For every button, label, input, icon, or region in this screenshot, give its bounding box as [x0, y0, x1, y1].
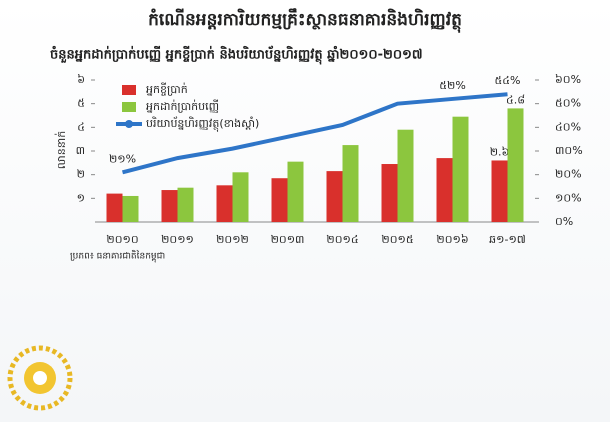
legend-swatch — [125, 120, 133, 128]
x-tick-label: ឆ១-១៧ — [489, 233, 526, 246]
x-tick-label: ២០១៥ — [381, 233, 413, 246]
x-tick-label: ២០១២ — [216, 233, 249, 246]
y2-tick-label: ៥០% — [555, 97, 581, 110]
value-label: ៥២% — [439, 79, 466, 92]
bar — [342, 145, 359, 222]
bar — [381, 164, 398, 222]
y2-tick-label: ៣០% — [555, 144, 583, 157]
bar — [271, 178, 288, 222]
bar — [177, 187, 194, 222]
value-label: ២.៦ — [490, 145, 510, 158]
legend-swatch — [122, 85, 136, 95]
bar — [216, 185, 233, 222]
bar — [106, 193, 123, 222]
source: ប្រភព៖ ធនាគារជាតិនៃកម្ពុជា — [70, 250, 165, 263]
bar — [232, 172, 249, 222]
bar — [491, 160, 508, 222]
y-tick-label: ៣ — [76, 144, 85, 157]
bar — [436, 158, 453, 222]
y-tick-label: ១ — [77, 191, 85, 204]
logo — [7, 345, 73, 411]
bar — [287, 161, 304, 222]
y2-tick-label: ០% — [555, 215, 573, 228]
bar — [122, 195, 139, 222]
bar — [452, 116, 469, 222]
legend-label: អ្នកដាក់ប្រាក់បញ្ញើ — [146, 99, 219, 113]
bar — [397, 129, 414, 222]
y-tick-label: ៤ — [77, 120, 85, 133]
x-tick-label: ២០១៤ — [326, 233, 358, 246]
x-tick-label: ២០១១ — [161, 233, 194, 246]
value-label: ៥៤% — [494, 74, 520, 87]
y2-tick-label: ៤០% — [555, 120, 581, 133]
bar — [161, 190, 178, 222]
y-tick-label: ២ — [77, 168, 85, 181]
value-label: ២១% — [109, 152, 136, 165]
x-tick-label: ២០១៦ — [436, 233, 468, 246]
line — [122, 92, 508, 175]
y2-tick-label: ២០% — [555, 168, 582, 181]
y-tick-label: ៥ — [77, 97, 85, 110]
chart-title: កំណើនអន្តរការិយកម្មគ្រឹះស្ថានធនាគារនិងហិ… — [148, 8, 462, 33]
y-axis-label: លាននាក់ — [54, 131, 68, 169]
bar — [507, 108, 524, 222]
x-tick-label: ២០១០ — [106, 233, 138, 246]
y2-tick-label: ១០% — [555, 191, 582, 204]
bar — [326, 171, 343, 222]
chart-subtitle: ចំនួនអ្នកដាក់ប្រាក់បញ្ញើ អ្នកខ្ចីប្រាក់ … — [50, 46, 423, 65]
y-tick-label: ៦ — [77, 73, 85, 86]
x-tick-label: ២០១៣ — [271, 233, 305, 246]
legend-label: បរិយាប័ន្នហិរញ្ញវត្ថុ(ខាងស្តាំ) — [146, 116, 259, 132]
legend-label: អ្នកខ្ចីប្រាក់ — [146, 82, 188, 96]
y2-tick-label: ៦០% — [555, 73, 581, 86]
value-label: ៤.៨ — [506, 93, 525, 106]
legend-swatch — [122, 102, 136, 112]
